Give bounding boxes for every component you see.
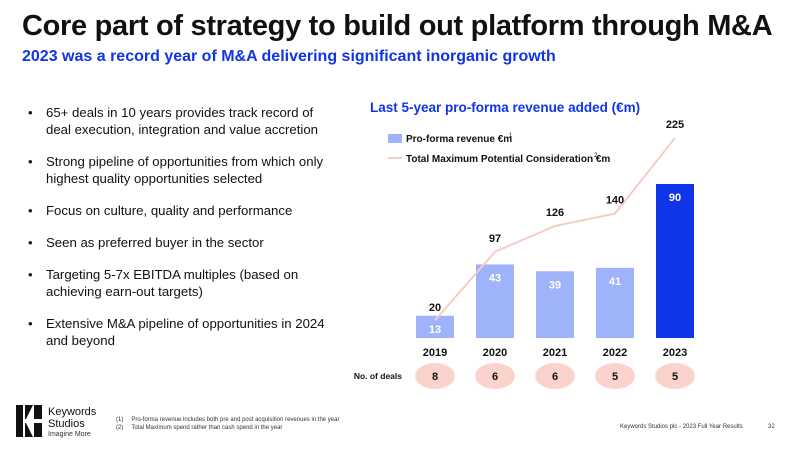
bar-2021	[536, 271, 574, 338]
logo-text: Keywords Studios Imagine More	[48, 406, 96, 440]
bar-2019	[416, 315, 454, 338]
deal-count-label: 8	[432, 371, 438, 383]
bar-2022	[596, 267, 634, 338]
logo-tagline: Imagine More	[48, 431, 91, 438]
footnote-text: Pro-forma revenue includes both pre and …	[131, 417, 340, 423]
page-number: 32	[768, 424, 775, 430]
deal-count-circle	[655, 363, 695, 389]
logo-line-1: Keywords	[48, 406, 97, 418]
legend-bar-superscript: 1	[509, 133, 513, 139]
deal-count-label: 6	[492, 371, 498, 383]
footer-source: Keywords Studios plc - 2023 Full Year Re…	[620, 424, 743, 430]
bullet-list: 65+ deals in 10 years provides track rec…	[28, 104, 328, 364]
footnote: (2) Total Maximum spend rather than cash…	[116, 424, 339, 432]
deal-count-circle	[595, 363, 635, 389]
legend-bar-label: Pro-forma revenue €m	[406, 134, 512, 145]
deal-count-circle	[535, 363, 575, 389]
keywords-logo-icon	[16, 405, 42, 437]
line-value-label: 126	[546, 207, 564, 219]
bar-value-label: 39	[549, 279, 561, 291]
line-value-label: 140	[606, 195, 624, 207]
line-value-label: 20	[429, 302, 441, 314]
bar-value-label: 43	[489, 272, 501, 284]
x-tick-label: 2019	[423, 347, 447, 359]
bar-value-label: 90	[669, 192, 681, 204]
deal-count-circle	[475, 363, 515, 389]
legend-line-superscript: 2	[594, 153, 598, 159]
bar-value-label: 41	[609, 276, 621, 288]
bar-2023	[656, 184, 694, 338]
bar-2020	[476, 264, 514, 338]
deals-label: No. of deals	[354, 371, 402, 381]
footnote-number: (1)	[116, 417, 124, 423]
x-tick-label: 2021	[543, 347, 567, 359]
deal-count-label: 6	[552, 371, 558, 383]
legend-line-label: Total Maximum Potential Consideration €m	[406, 154, 610, 165]
chart-title: Last 5-year pro-forma revenue added (€m)	[370, 100, 641, 115]
footnote: (1) Pro-forma revenue includes both pre …	[116, 416, 339, 424]
footnote-number: (2)	[116, 425, 124, 431]
footnote-text: Total Maximum spend rather than cash spe…	[131, 425, 283, 431]
bullet-item: Focus on culture, quality and performanc…	[28, 202, 328, 219]
line-value-label: 225	[666, 119, 684, 131]
x-tick-label: 2022	[603, 347, 627, 359]
line-value-label: 97	[489, 233, 501, 245]
consideration-line	[434, 137, 676, 321]
bullet-item: Targeting 5-7x EBITDA multiples (based o…	[28, 266, 328, 300]
logo-line-2: Studios	[48, 418, 85, 430]
footnotes: (1) Pro-forma revenue includes both pre …	[116, 416, 339, 432]
x-tick-label: 2023	[663, 347, 687, 359]
bar-value-label: 13	[429, 324, 441, 336]
bullet-item: Extensive M&A pipeline of opportunities …	[28, 315, 328, 349]
deal-count-label: 5	[612, 371, 618, 383]
deal-count-label: 5	[672, 371, 678, 383]
page-title: Core part of strategy to build out platf…	[22, 10, 773, 42]
page-subtitle: 2023 was a record year of M&A delivering…	[22, 48, 556, 65]
bullet-item: Seen as preferred buyer in the sector	[28, 234, 328, 251]
deal-count-circle	[415, 363, 455, 389]
x-tick-label: 2020	[483, 347, 507, 359]
legend-bar-swatch	[388, 134, 402, 143]
bullet-item: Strong pipeline of opportunities from wh…	[28, 153, 328, 187]
bullet-item: 65+ deals in 10 years provides track rec…	[28, 104, 328, 138]
